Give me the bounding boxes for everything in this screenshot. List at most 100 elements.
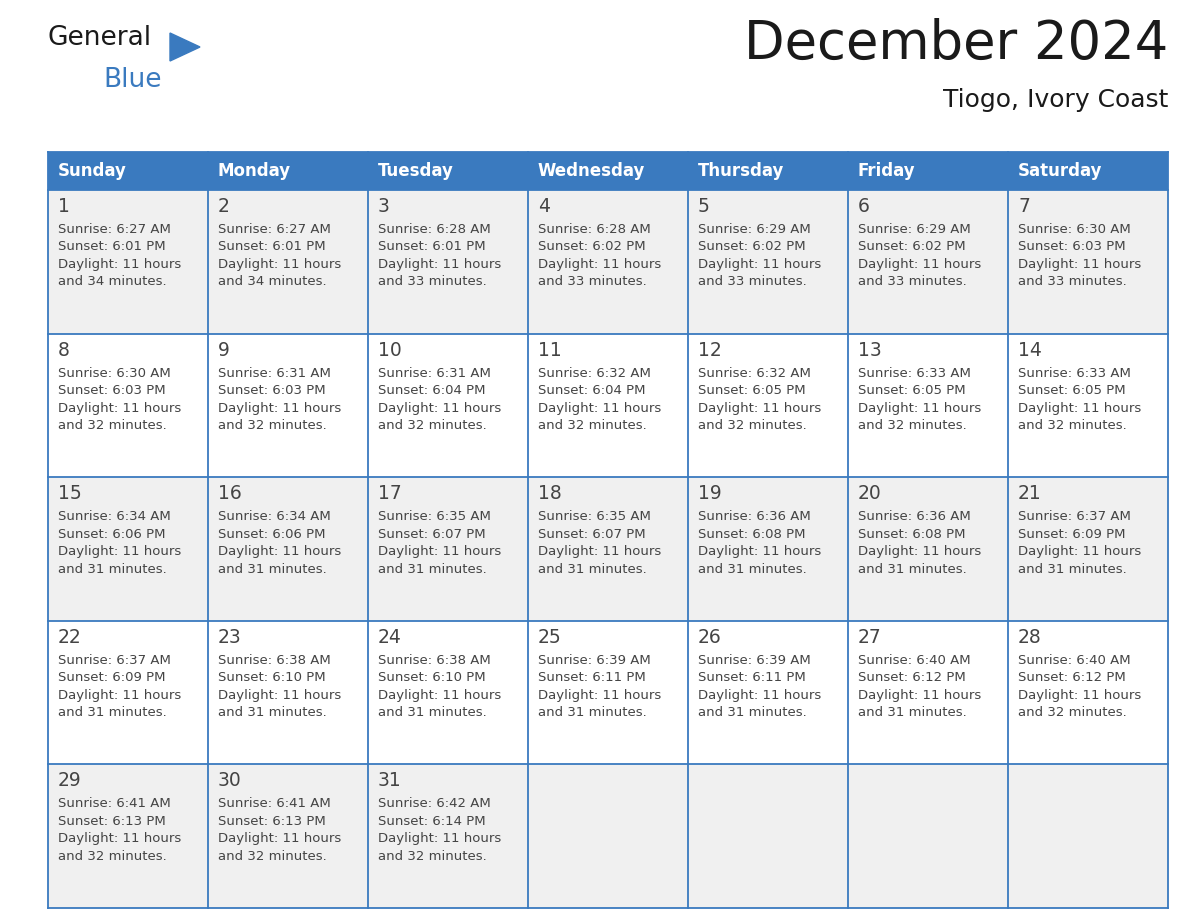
- Text: Sunrise: 6:40 AM: Sunrise: 6:40 AM: [858, 654, 971, 666]
- Text: Daylight: 11 hours: Daylight: 11 hours: [858, 545, 981, 558]
- Text: Daylight: 11 hours: Daylight: 11 hours: [538, 688, 662, 701]
- Text: Sunset: 6:13 PM: Sunset: 6:13 PM: [58, 815, 166, 828]
- Text: and 32 minutes.: and 32 minutes.: [1018, 706, 1126, 720]
- Text: Daylight: 11 hours: Daylight: 11 hours: [58, 688, 182, 701]
- Text: and 31 minutes.: and 31 minutes.: [538, 706, 646, 720]
- Text: 25: 25: [538, 628, 562, 647]
- FancyBboxPatch shape: [848, 152, 1007, 190]
- Text: Sunset: 6:11 PM: Sunset: 6:11 PM: [699, 671, 805, 684]
- FancyBboxPatch shape: [527, 152, 688, 190]
- Text: Sunrise: 6:28 AM: Sunrise: 6:28 AM: [538, 223, 651, 236]
- Text: Daylight: 11 hours: Daylight: 11 hours: [538, 258, 662, 271]
- Text: and 33 minutes.: and 33 minutes.: [858, 275, 967, 288]
- Text: and 32 minutes.: and 32 minutes.: [378, 420, 487, 432]
- Text: Sunset: 6:01 PM: Sunset: 6:01 PM: [219, 241, 326, 253]
- Text: Sunset: 6:07 PM: Sunset: 6:07 PM: [538, 528, 645, 541]
- Text: 10: 10: [378, 341, 402, 360]
- FancyBboxPatch shape: [208, 152, 368, 190]
- Text: 7: 7: [1018, 197, 1030, 216]
- Text: 20: 20: [858, 484, 881, 503]
- Text: 26: 26: [699, 628, 722, 647]
- Text: Daylight: 11 hours: Daylight: 11 hours: [219, 258, 341, 271]
- Text: Daylight: 11 hours: Daylight: 11 hours: [1018, 258, 1142, 271]
- Text: Sunset: 6:10 PM: Sunset: 6:10 PM: [378, 671, 486, 684]
- Text: Sunset: 6:06 PM: Sunset: 6:06 PM: [219, 528, 326, 541]
- Text: Daylight: 11 hours: Daylight: 11 hours: [699, 258, 821, 271]
- Text: Sunrise: 6:35 AM: Sunrise: 6:35 AM: [378, 510, 491, 523]
- Text: Sunrise: 6:28 AM: Sunrise: 6:28 AM: [378, 223, 491, 236]
- Text: Sunset: 6:08 PM: Sunset: 6:08 PM: [699, 528, 805, 541]
- Text: and 32 minutes.: and 32 minutes.: [538, 420, 646, 432]
- Text: December 2024: December 2024: [744, 18, 1168, 70]
- Text: 5: 5: [699, 197, 710, 216]
- Text: and 33 minutes.: and 33 minutes.: [1018, 275, 1126, 288]
- Text: Daylight: 11 hours: Daylight: 11 hours: [219, 833, 341, 845]
- Text: General: General: [48, 25, 152, 51]
- Text: 13: 13: [858, 341, 881, 360]
- Text: Sunrise: 6:37 AM: Sunrise: 6:37 AM: [58, 654, 171, 666]
- Text: 17: 17: [378, 484, 402, 503]
- Text: and 32 minutes.: and 32 minutes.: [699, 420, 807, 432]
- Text: Sunset: 6:01 PM: Sunset: 6:01 PM: [58, 241, 165, 253]
- Text: Sunrise: 6:30 AM: Sunrise: 6:30 AM: [58, 366, 171, 380]
- Text: Thursday: Thursday: [699, 162, 784, 180]
- Text: Sunset: 6:02 PM: Sunset: 6:02 PM: [858, 241, 966, 253]
- Text: Sunrise: 6:42 AM: Sunrise: 6:42 AM: [378, 798, 491, 811]
- Text: Sunrise: 6:36 AM: Sunrise: 6:36 AM: [858, 510, 971, 523]
- Text: and 32 minutes.: and 32 minutes.: [219, 850, 327, 863]
- Text: Daylight: 11 hours: Daylight: 11 hours: [378, 401, 501, 415]
- Text: Sunrise: 6:32 AM: Sunrise: 6:32 AM: [538, 366, 651, 380]
- Text: Sunrise: 6:29 AM: Sunrise: 6:29 AM: [858, 223, 971, 236]
- Text: Daylight: 11 hours: Daylight: 11 hours: [1018, 545, 1142, 558]
- Text: Sunset: 6:02 PM: Sunset: 6:02 PM: [699, 241, 805, 253]
- Text: Sunset: 6:13 PM: Sunset: 6:13 PM: [219, 815, 326, 828]
- Text: 14: 14: [1018, 341, 1042, 360]
- Text: Daylight: 11 hours: Daylight: 11 hours: [378, 833, 501, 845]
- Text: Daylight: 11 hours: Daylight: 11 hours: [858, 688, 981, 701]
- Text: Sunrise: 6:32 AM: Sunrise: 6:32 AM: [699, 366, 811, 380]
- Text: 21: 21: [1018, 484, 1042, 503]
- Text: 3: 3: [378, 197, 390, 216]
- Text: Sunset: 6:09 PM: Sunset: 6:09 PM: [58, 671, 165, 684]
- Text: Sunset: 6:03 PM: Sunset: 6:03 PM: [58, 384, 165, 397]
- Bar: [48, 190, 1168, 333]
- Text: Daylight: 11 hours: Daylight: 11 hours: [378, 545, 501, 558]
- Text: and 32 minutes.: and 32 minutes.: [58, 850, 166, 863]
- Text: and 31 minutes.: and 31 minutes.: [699, 706, 807, 720]
- FancyBboxPatch shape: [1007, 152, 1168, 190]
- Text: Sunday: Sunday: [58, 162, 127, 180]
- Text: 30: 30: [219, 771, 241, 790]
- Text: 24: 24: [378, 628, 402, 647]
- Text: 22: 22: [58, 628, 82, 647]
- Text: and 33 minutes.: and 33 minutes.: [699, 275, 807, 288]
- Text: Sunrise: 6:34 AM: Sunrise: 6:34 AM: [219, 510, 330, 523]
- Text: and 31 minutes.: and 31 minutes.: [538, 563, 646, 576]
- Text: 2: 2: [219, 197, 229, 216]
- Text: Daylight: 11 hours: Daylight: 11 hours: [858, 258, 981, 271]
- Text: Sunset: 6:11 PM: Sunset: 6:11 PM: [538, 671, 646, 684]
- Text: and 32 minutes.: and 32 minutes.: [858, 420, 967, 432]
- Text: 27: 27: [858, 628, 881, 647]
- Text: and 31 minutes.: and 31 minutes.: [219, 563, 327, 576]
- Text: and 32 minutes.: and 32 minutes.: [1018, 420, 1126, 432]
- Text: Sunrise: 6:30 AM: Sunrise: 6:30 AM: [1018, 223, 1131, 236]
- Text: and 31 minutes.: and 31 minutes.: [58, 706, 166, 720]
- Bar: [48, 477, 1168, 621]
- Text: Sunrise: 6:40 AM: Sunrise: 6:40 AM: [1018, 654, 1131, 666]
- Text: Sunrise: 6:38 AM: Sunrise: 6:38 AM: [378, 654, 491, 666]
- Text: Sunrise: 6:31 AM: Sunrise: 6:31 AM: [219, 366, 331, 380]
- Polygon shape: [170, 33, 200, 61]
- Text: 12: 12: [699, 341, 722, 360]
- Text: 19: 19: [699, 484, 722, 503]
- Text: Daylight: 11 hours: Daylight: 11 hours: [219, 401, 341, 415]
- Text: 31: 31: [378, 771, 402, 790]
- Text: and 31 minutes.: and 31 minutes.: [699, 563, 807, 576]
- Text: Sunrise: 6:37 AM: Sunrise: 6:37 AM: [1018, 510, 1131, 523]
- Text: Sunrise: 6:34 AM: Sunrise: 6:34 AM: [58, 510, 171, 523]
- Text: Sunset: 6:12 PM: Sunset: 6:12 PM: [858, 671, 966, 684]
- Text: Sunset: 6:04 PM: Sunset: 6:04 PM: [378, 384, 486, 397]
- Text: Daylight: 11 hours: Daylight: 11 hours: [58, 833, 182, 845]
- Text: Daylight: 11 hours: Daylight: 11 hours: [699, 401, 821, 415]
- Bar: [48, 621, 1168, 765]
- Text: Tuesday: Tuesday: [378, 162, 454, 180]
